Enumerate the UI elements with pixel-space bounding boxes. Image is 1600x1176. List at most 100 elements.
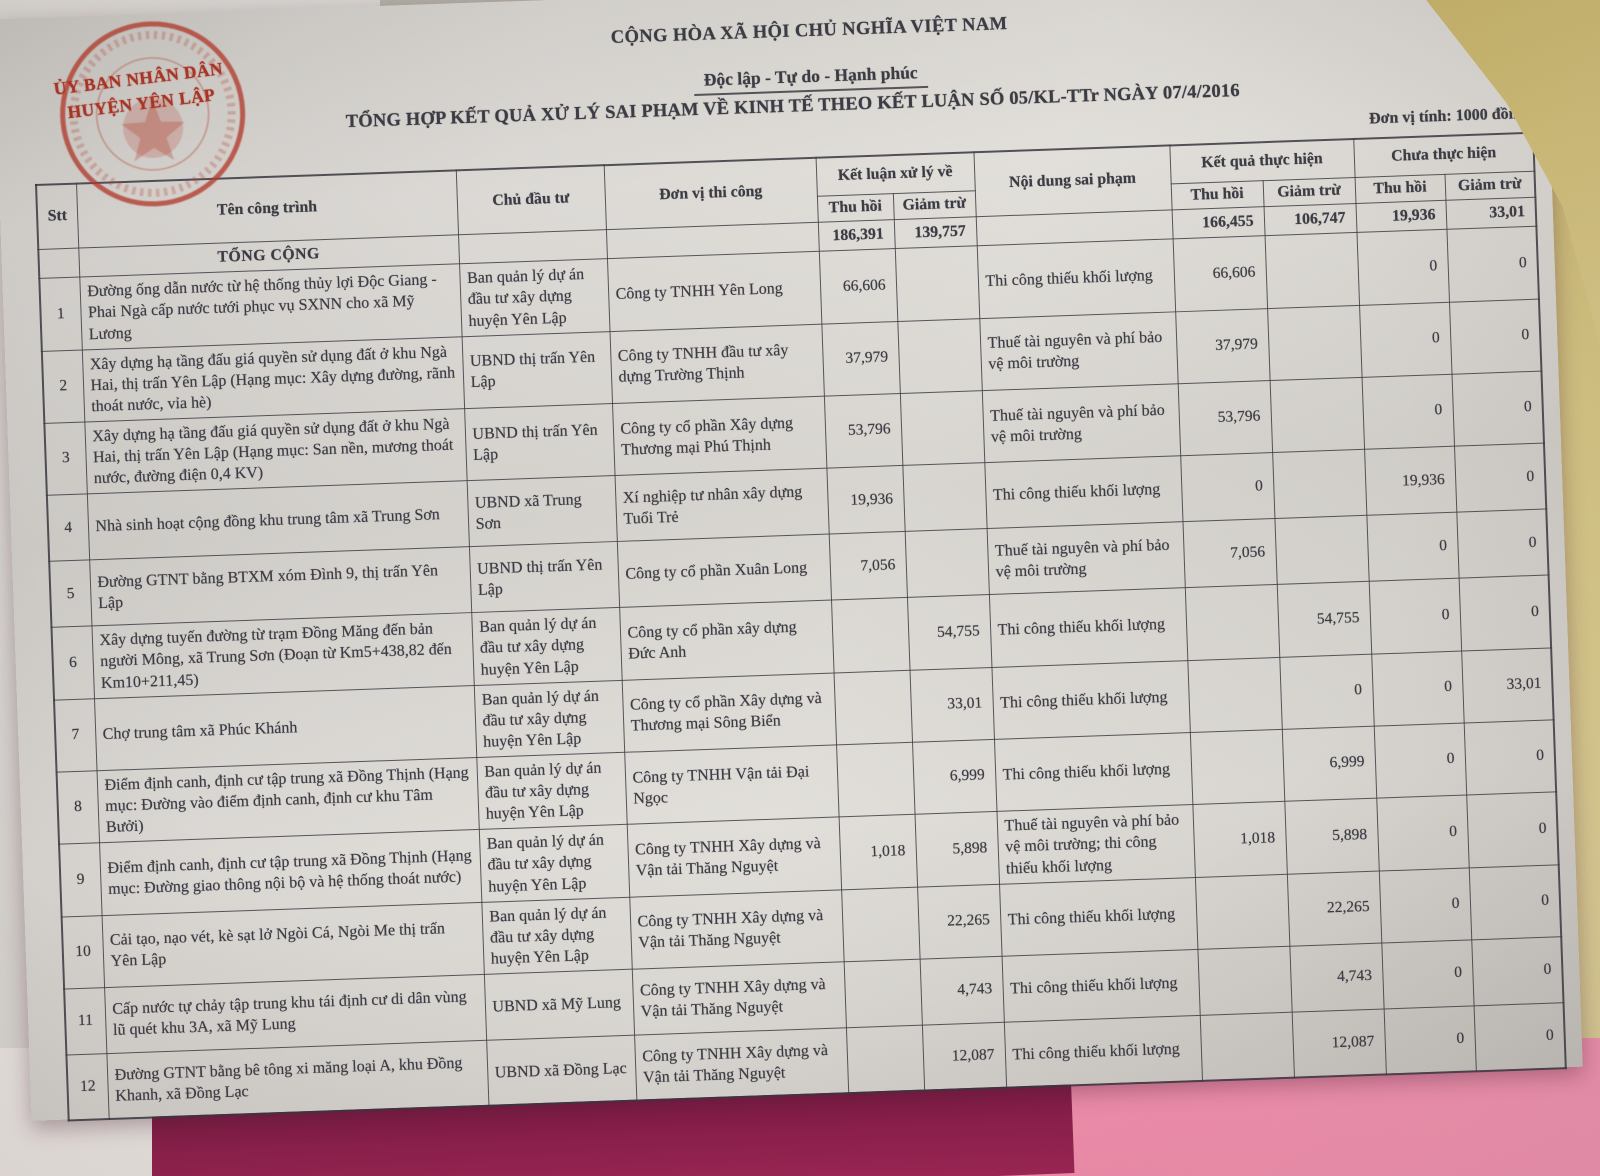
row-result-deduct: [1269, 377, 1365, 453]
stamp-ring-icon: [60, 21, 246, 207]
row-conclusion-deduct: [902, 462, 987, 532]
subheader-pending-deduct: Giảm trừ: [1444, 170, 1536, 200]
row-investor: Ban quản lý dự án đầu tư xây dựng huyện …: [476, 752, 627, 830]
row-pending-recover: 0: [1378, 867, 1472, 944]
row-result-deduct: [1264, 232, 1360, 309]
total-result-recover: 166,455: [1171, 206, 1265, 240]
row-contractor: Công ty cổ phần Xuân Long: [616, 534, 832, 608]
row-stt: 7: [54, 698, 97, 773]
row-conclusion-recover: 1,018: [838, 814, 918, 890]
row-stt: 4: [46, 494, 90, 562]
row-conclusion-deduct: [899, 390, 985, 466]
row-contractor: Công ty TNHH Xây dựng và Vận tải Thăng N…: [631, 961, 846, 1036]
row-result-deduct: 6,999: [1281, 726, 1377, 802]
row-investor: UBND thị trấn Yên Lập: [468, 541, 620, 613]
unit-note: Đơn vị tính: 1000 đồng: [1368, 105, 1526, 128]
table-body: TỔNG CỘNG 186,391 139,757 166,455 106,74…: [38, 196, 1566, 1121]
row-violation: Thuế tài nguyên và phí bảo vệ môi trường: [979, 311, 1178, 391]
row-result-recover: 53,796: [1177, 380, 1273, 457]
row-investor: UBND thị trấn Yên Lập: [461, 331, 613, 409]
row-investor: UBND xã Đồng Lạc: [486, 1035, 637, 1107]
row-pending-deduct: 0: [1449, 298, 1542, 375]
row-pending-deduct: 0: [1454, 443, 1547, 513]
row-contractor: Công ty TNHH Yên Long: [606, 251, 822, 332]
row-conclusion-recover: 7,056: [828, 531, 907, 601]
row-pending-deduct: 0: [1466, 792, 1559, 868]
total-stt: [38, 247, 80, 279]
results-table: Stt Tên công trình Chủ đầu tư Đơn vị thi…: [35, 131, 1567, 1122]
row-project-name: Điểm định canh, định cư tập trung xã Đồn…: [99, 829, 482, 916]
row-result-recover: 37,979: [1175, 308, 1270, 384]
row-stt: 1: [39, 277, 82, 352]
row-pending-recover: 0: [1356, 229, 1450, 306]
row-conclusion-recover: 19,936: [826, 465, 905, 535]
row-conclusion-deduct: 5,898: [914, 811, 1000, 887]
row-contractor: Công ty TNHH Vận tải Đại Ngọc: [624, 744, 839, 825]
row-result-recover: [1199, 1012, 1294, 1082]
row-contractor: Công ty TNHH Xây dựng và Vận tải Thăng N…: [626, 817, 842, 897]
row-conclusion-recover: 53,796: [823, 393, 903, 469]
total-pending-deduct: 33,01: [1445, 196, 1537, 230]
row-result-recover: 1,018: [1192, 801, 1287, 878]
subheader-result-recover: Thu hồi: [1170, 180, 1264, 210]
row-conclusion-recover: [836, 742, 915, 818]
row-pending-deduct: 0: [1468, 864, 1562, 940]
total-result-deduct: 106,747: [1263, 202, 1357, 237]
row-contractor: Công ty cổ phần xây dựng Đức Anh: [619, 600, 834, 681]
row-pending-deduct: 0: [1446, 226, 1539, 302]
row-conclusion-deduct: 33,01: [909, 667, 994, 743]
row-violation: Thi công thiếu khối lượng: [984, 456, 1183, 529]
row-conclusion-deduct: 6,999: [912, 739, 997, 815]
document-paper: ỦY BAN NHÂN DÂN HUYỆN YÊN LẬP CỘNG HÒA X…: [0, 0, 1583, 1121]
row-result-deduct: [1267, 305, 1362, 381]
row-pending-recover: 19,936: [1364, 446, 1457, 516]
subheader-conclusion-recover: Thu hồi: [816, 193, 894, 222]
row-stt: 12: [66, 1053, 109, 1121]
row-result-recover: 7,056: [1182, 518, 1277, 589]
row-pending-deduct: 0: [1456, 509, 1549, 579]
row-violation: Thi công thiếu khối lượng: [999, 877, 1198, 957]
row-conclusion-recover: [843, 959, 922, 1028]
row-conclusion-recover: [845, 1025, 925, 1094]
row-pending-recover: 0: [1383, 1005, 1476, 1075]
row-pending-recover: 0: [1376, 795, 1469, 871]
col-header-contractor: Đơn vị thi công: [603, 157, 818, 230]
row-conclusion-deduct: [894, 246, 980, 322]
row-investor: Ban quản lý dự án đầu tư xây dựng huyện …: [459, 258, 610, 337]
row-pending-recover: 0: [1373, 723, 1467, 799]
row-violation: Thi công thiếu khối lượng: [976, 239, 1176, 319]
total-pending-recover: 19,936: [1355, 199, 1447, 233]
row-violation: Thi công thiếu khối lượng: [991, 660, 1190, 740]
row-result-recover: 66,606: [1172, 236, 1268, 312]
row-result-recover: [1187, 657, 1282, 733]
row-stt: 8: [56, 770, 100, 845]
row-violation: Thi công thiếu khối lượng: [1001, 949, 1200, 1023]
col-header-violation: Nội dung sai phạm: [973, 145, 1172, 217]
total-conclusion-deduct: 139,757: [893, 216, 977, 249]
row-violation: Thi công thiếu khối lượng: [1003, 1015, 1203, 1089]
row-conclusion-deduct: 54,755: [906, 594, 992, 670]
row-project-name: Đường GTNT bằng bê tông xi măng loại A, …: [106, 1040, 489, 1120]
row-pending-deduct: 0: [1473, 1002, 1566, 1072]
row-project-name: Xây dựng hạ tầng đấu giá quyền sử dụng đ…: [81, 336, 465, 422]
row-violation: Thuế tài nguyên và phí bảo vệ môi trường…: [996, 804, 1195, 884]
row-stt: 6: [51, 626, 95, 700]
national-title: CỘNG HÒA XÃ HỘI CHỦ NGHĨA VIỆT NAM: [610, 14, 1008, 48]
row-result-recover: [1194, 873, 1290, 950]
row-stt: 2: [41, 349, 85, 424]
row-violation: Thuế tài nguyên và phí bảo vệ môi trường: [986, 522, 1185, 595]
row-violation: Thi công thiếu khối lượng: [988, 588, 1188, 668]
row-pending-deduct: 0: [1463, 719, 1557, 796]
row-conclusion-recover: 37,979: [821, 321, 900, 397]
group-header-conclusion: Kết luận xử lý về: [815, 152, 975, 196]
row-pending-deduct: 33,01: [1461, 647, 1554, 724]
row-result-deduct: 0: [1279, 653, 1374, 730]
row-investor: Ban quản lý dự án đầu tư xây dựng huyện …: [481, 896, 632, 975]
row-conclusion-deduct: 22,265: [917, 883, 1002, 960]
row-violation: Thuế tài nguyên và phí bảo vệ môi trường: [981, 383, 1181, 463]
row-pending-recover: 0: [1359, 301, 1452, 378]
row-investor: UBND thị trấn Yên Lập: [464, 403, 615, 482]
row-pending-recover: 0: [1371, 650, 1464, 727]
row-contractor: Công ty cổ phần Xây dựng Thương mại Phú …: [612, 396, 827, 476]
